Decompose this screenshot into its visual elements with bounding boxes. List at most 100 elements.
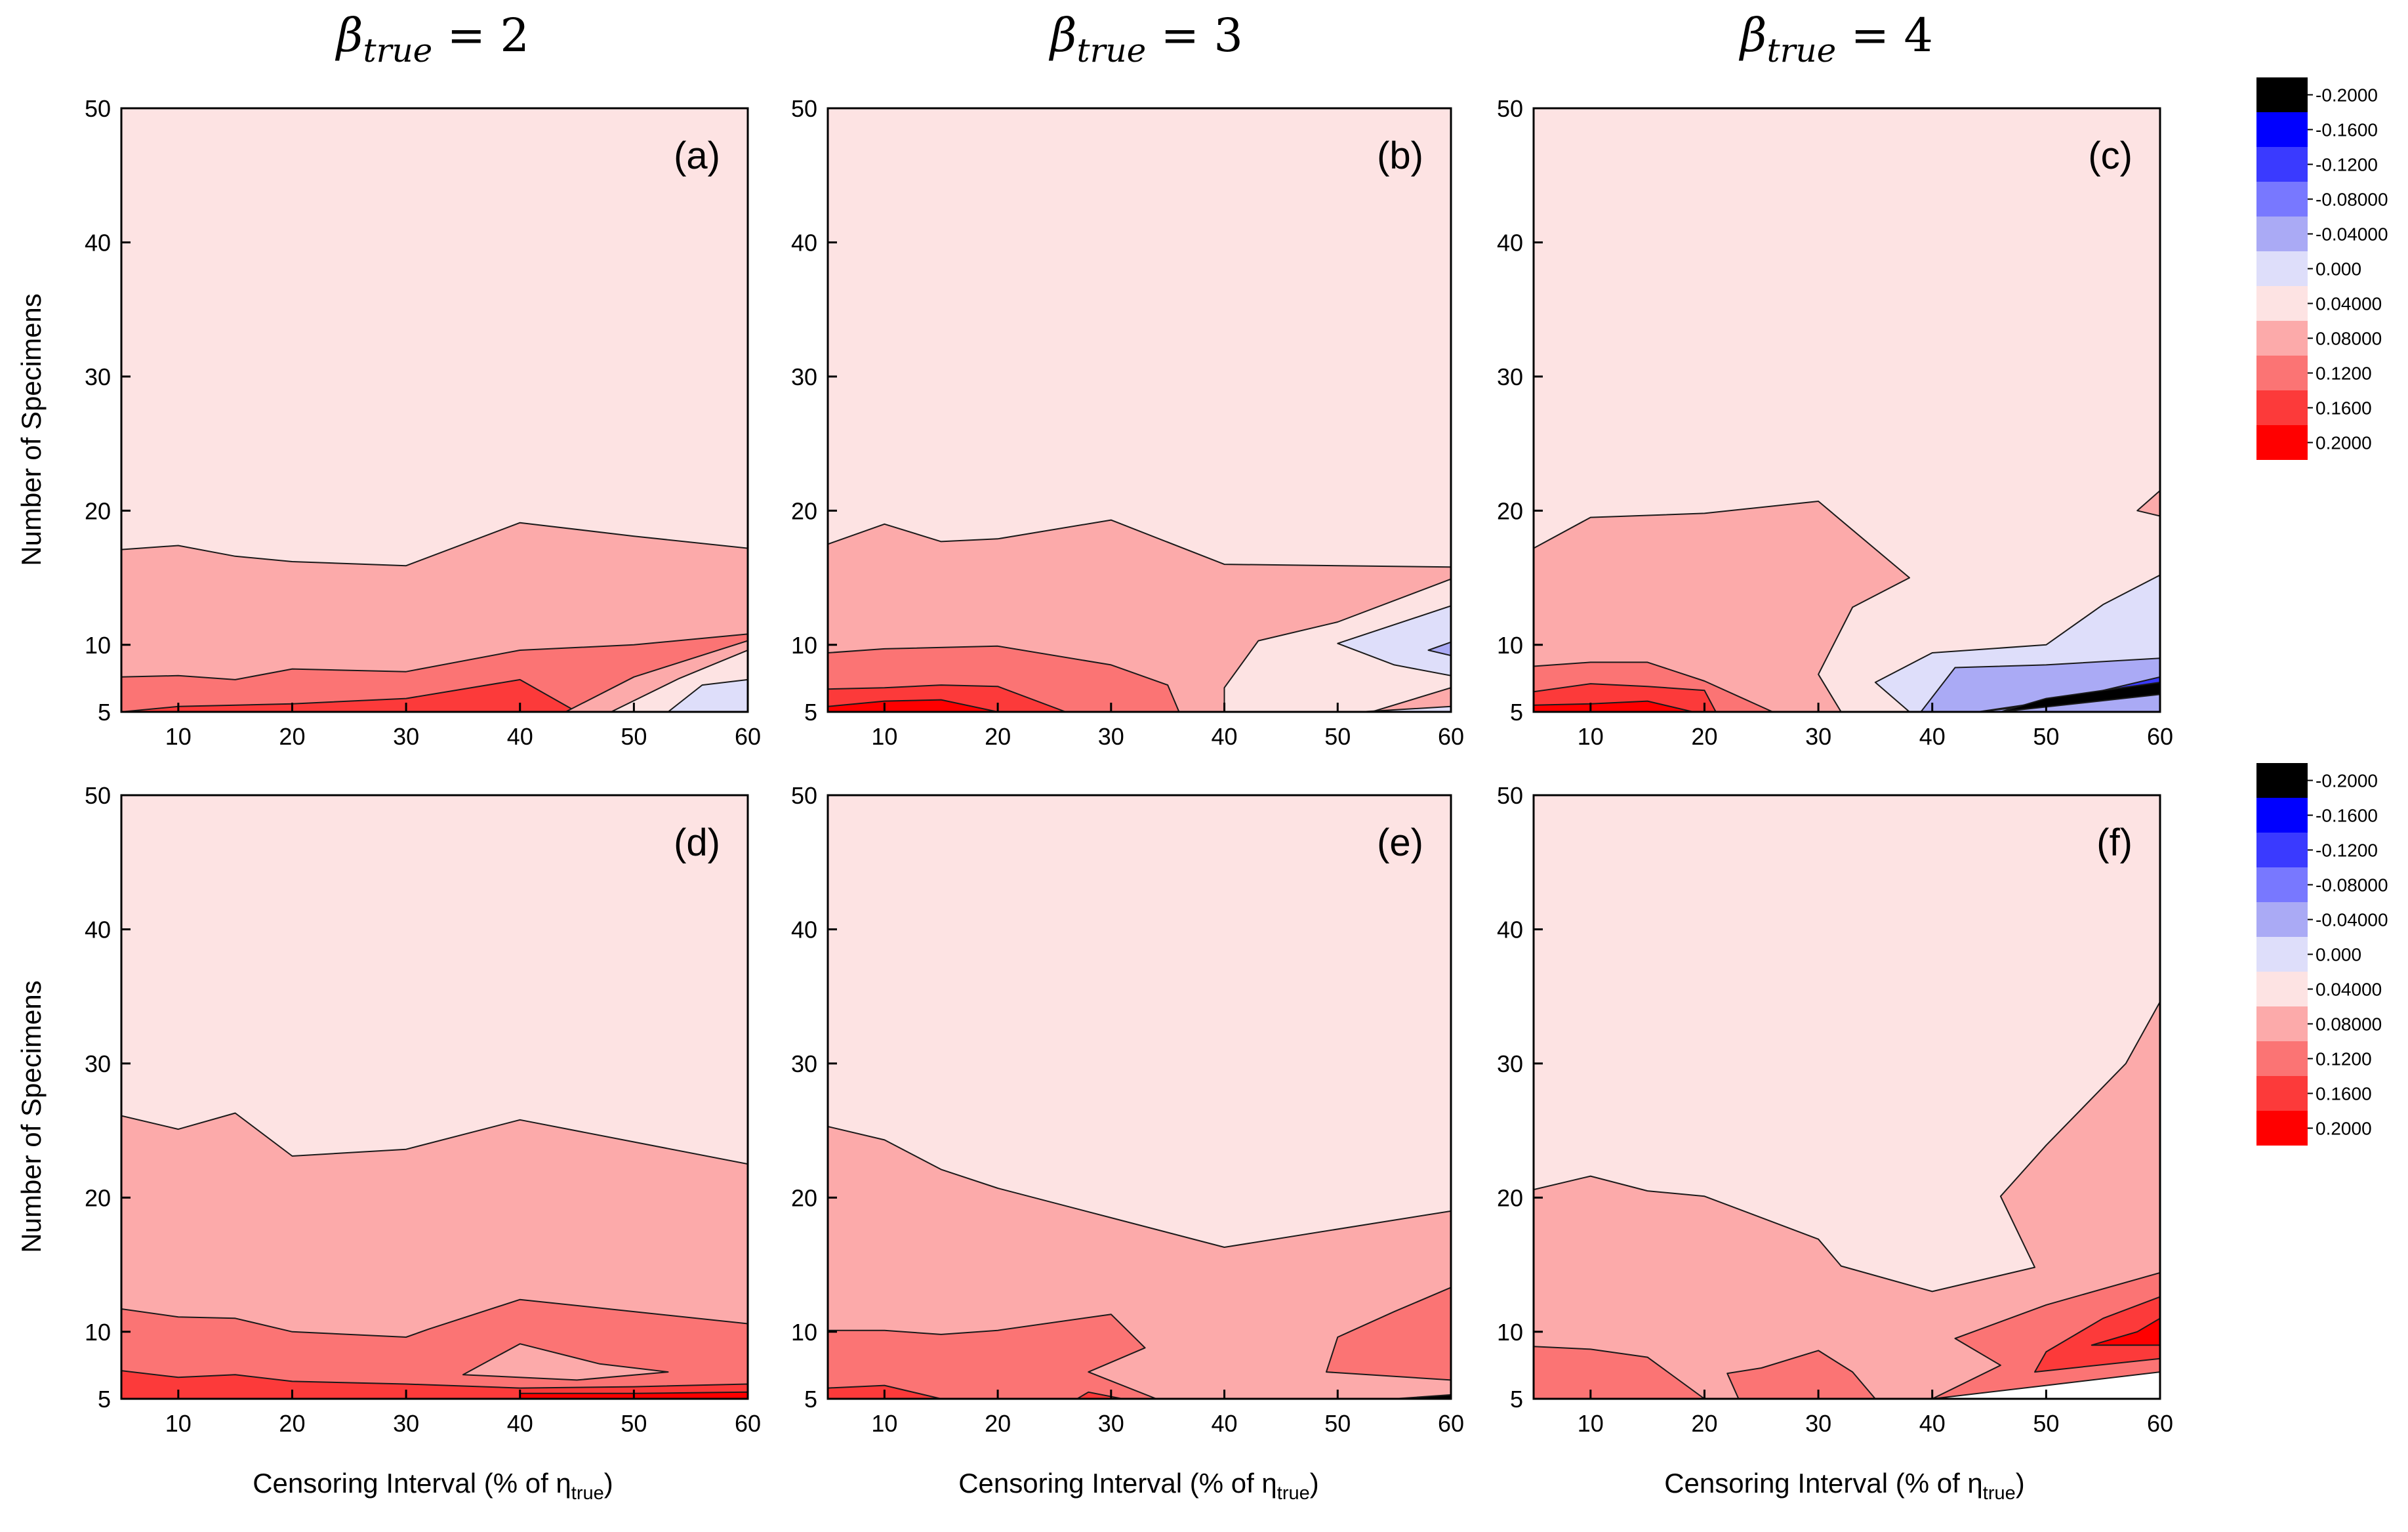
colorbar-label: -0.1600: [2316, 120, 2378, 140]
colorbar-swatch: [2256, 833, 2308, 867]
colorbar-swatch: [2256, 356, 2308, 390]
contour-region: [462, 1343, 669, 1381]
colorbar-label: -0.04000: [2316, 910, 2388, 930]
contour-region: [1931, 1272, 2160, 1399]
panel-frame: [826, 107, 1452, 713]
contour-regions: [121, 795, 748, 1399]
y-tick-label: 40: [1497, 916, 1523, 943]
contour-region: [828, 699, 999, 712]
y-axis-label-bottom: Number of Specimens: [16, 980, 47, 1253]
panel-label: (f): [2096, 821, 2133, 864]
panel-frame: [120, 794, 749, 1400]
y-tick-label: 10: [791, 632, 817, 659]
contour-region: [1427, 641, 1451, 657]
panel-a: 5 10 20 30 40 50 10 20 30 40 50 60 (a): [85, 95, 761, 750]
x-tick-label: 60: [735, 723, 761, 750]
contour-regions: [828, 795, 1451, 1399]
y-tick-label: 40: [791, 229, 817, 256]
colorbar-swatch: [2256, 112, 2308, 147]
x-axis-label-f: Censoring Interval (% of ηtrue): [1664, 1468, 2025, 1504]
x-tick-label: 40: [1919, 1410, 1946, 1437]
x-tick-label: 30: [1098, 723, 1124, 750]
column-title-beta-3: βtrue = 3: [1048, 9, 1243, 70]
x-tick-label: 60: [735, 1410, 761, 1437]
y-tick-label: 50: [85, 95, 111, 122]
x-tick-label: 10: [871, 723, 897, 750]
y-tick-label: 40: [791, 916, 817, 943]
colorbar-label: 0.000: [2316, 259, 2361, 279]
colorbar-label: 0.1200: [2316, 363, 2372, 384]
panel-frame: [120, 107, 749, 713]
colorbar-swatch: [2256, 798, 2308, 833]
panel-label: (a): [674, 135, 720, 177]
y-tick-label: 10: [1497, 1319, 1523, 1346]
x-tick-label: 60: [2147, 1410, 2173, 1437]
y-tick-label: 5: [1510, 699, 1523, 726]
x-tick-label: 20: [1691, 723, 1717, 750]
colorbar-swatch: [2256, 425, 2308, 460]
contour-region: [1223, 578, 1451, 712]
contour-regions: [121, 108, 748, 712]
colorbars-layer: -0.2000 -0.1600 -0.1200 -0.08000 -0.04000 0.0…: [2256, 77, 2388, 1146]
panel-c: 5 10 20 30 40 50 10 20 30 40 50 60 (c): [1497, 95, 2173, 750]
colorbar-label: 0.08000: [2316, 1014, 2382, 1035]
x-tick-label: 50: [621, 723, 647, 750]
colorbar-label: 0.2000: [2316, 1119, 2372, 1139]
y-tick-label: 40: [85, 916, 111, 943]
contour-region: [2136, 489, 2160, 517]
colorbar-swatch: [2256, 1111, 2308, 1146]
colorbar-label: 0.1600: [2316, 1084, 2372, 1104]
x-axis-label-e: Censoring Interval (% of ηtrue): [958, 1468, 1319, 1504]
panel-frame: [826, 794, 1452, 1400]
x-tick-label: 60: [2147, 723, 2173, 750]
x-tick-label: 30: [393, 1410, 419, 1437]
y-tick-label: 50: [791, 782, 817, 809]
panel-e: 5 10 20 30 40 50 10 20 30 40 50 60 (e): [791, 782, 1464, 1437]
x-tick-label: 20: [279, 723, 305, 750]
colorbar-label: -0.1200: [2316, 155, 2378, 175]
contour-region: [121, 1370, 748, 1399]
colorbar-top: -0.2000 -0.1600 -0.1200 -0.08000 -0.04000 0.0…: [2256, 77, 2388, 460]
y-tick-label: 5: [98, 1386, 111, 1413]
contour-region: [2034, 1296, 2160, 1373]
colorbar-swatch: [2256, 972, 2308, 1006]
x-tick-label: 10: [165, 1410, 192, 1437]
contour-region: [1393, 1394, 1451, 1399]
y-tick-label: 20: [85, 1184, 111, 1211]
y-tick-label: 50: [85, 782, 111, 809]
contour-regions: [1534, 795, 2160, 1399]
colorbar-swatch: [2256, 217, 2308, 251]
contour-region: [1326, 705, 1451, 712]
colorbar-label: -0.04000: [2316, 224, 2388, 245]
y-tick-label: 5: [98, 699, 111, 726]
x-tick-label: 20: [985, 723, 1011, 750]
y-tick-label: 20: [1497, 497, 1523, 524]
colorbar-label: 0.08000: [2316, 329, 2382, 349]
x-axis-label-d: Censoring Interval (% of ηtrue): [253, 1468, 613, 1504]
x-tick-label: 20: [279, 1410, 305, 1437]
colorbar-swatch: [2256, 1006, 2308, 1041]
x-tick-label: 50: [2033, 1410, 2059, 1437]
x-tick-label: 30: [1805, 1410, 1831, 1437]
x-tick-label: 30: [1805, 723, 1831, 750]
y-tick-label: 30: [1497, 1050, 1523, 1077]
contour-region: [2091, 1317, 2160, 1346]
colorbar-swatch: [2256, 77, 2308, 112]
y-tick-label: 10: [85, 1319, 111, 1346]
colorbar-swatch: [2256, 867, 2308, 902]
contour-region: [121, 633, 748, 712]
colorbar-label: 0.1600: [2316, 398, 2372, 419]
contour-regions: [828, 108, 1451, 712]
panel-d: 5 10 20 30 40 50 10 20 30 40 50 60 (d): [85, 782, 761, 1437]
colorbar-swatch: [2256, 937, 2308, 972]
y-tick-label: 40: [1497, 229, 1523, 256]
colorbar-swatch: [2256, 390, 2308, 425]
x-tick-label: 40: [1919, 723, 1946, 750]
colorbar-label: 0.2000: [2316, 433, 2372, 453]
contour-region: [828, 1314, 1157, 1399]
y-tick-label: 5: [804, 1386, 817, 1413]
y-tick-label: 20: [85, 497, 111, 524]
contour-region: [667, 678, 748, 712]
x-tick-label: 10: [1578, 1410, 1604, 1437]
